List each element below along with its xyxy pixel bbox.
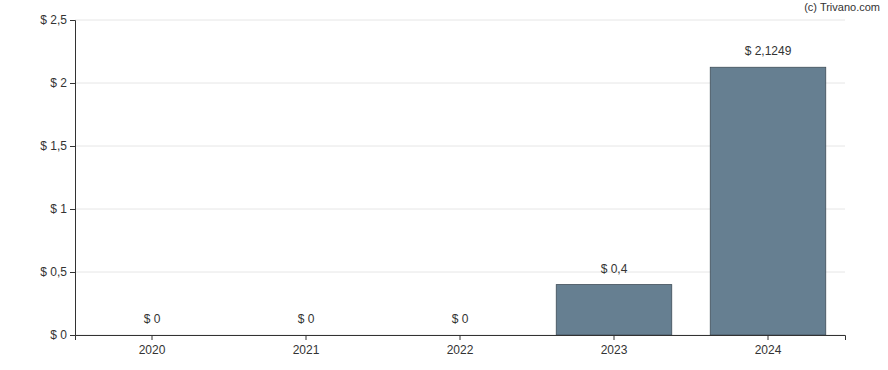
x-tick-label: 2024 bbox=[755, 343, 782, 357]
bar bbox=[248, 335, 364, 336]
x-tick-label: 2022 bbox=[447, 343, 474, 357]
chart-svg: $ 0 $ 0,5 $ 1 $ 1,5 $ 2 $ 2,5 2020 2021 2022 2023… bbox=[0, 0, 888, 370]
x-tick-mark bbox=[614, 335, 615, 340]
x-tick-mark bbox=[768, 335, 769, 340]
x-tick: 2020 bbox=[139, 335, 166, 357]
grid bbox=[75, 20, 845, 335]
y-tick-mark bbox=[70, 83, 75, 84]
y-tick-mark bbox=[70, 146, 75, 147]
x-tick: 2022 bbox=[447, 335, 474, 357]
y-tick-label: $ 1 bbox=[50, 202, 67, 216]
x-tick-label: 2020 bbox=[139, 343, 166, 357]
y-tick: $ 0 bbox=[50, 328, 75, 342]
y-axis: $ 0 $ 0,5 $ 1 $ 1,5 $ 2 $ 2,5 bbox=[40, 13, 75, 342]
bar bbox=[402, 335, 518, 336]
chart-container: $ 0 $ 0,5 $ 1 $ 1,5 $ 2 $ 2,5 2020 2021 2022 2023… bbox=[0, 0, 888, 370]
plot: $ 0 $ 0,5 $ 1 $ 1,5 $ 2 $ 2,5 2020 2021 2022 2023… bbox=[40, 13, 845, 356]
x-tick-label: 2023 bbox=[601, 343, 628, 357]
x-tick-mark bbox=[152, 335, 153, 340]
bars bbox=[556, 67, 826, 335]
grid-line bbox=[75, 20, 845, 21]
data-label: $ 2,1249 bbox=[745, 44, 792, 58]
x-tick: 2023 bbox=[601, 335, 628, 357]
y-tick-label: $ 2,5 bbox=[40, 13, 67, 27]
y-tick-label: $ 2 bbox=[50, 76, 67, 90]
x-tick-mark bbox=[306, 335, 307, 340]
y-tick: $ 2,5 bbox=[40, 13, 75, 27]
data-label: $ 0 bbox=[298, 312, 315, 326]
bar bbox=[94, 335, 210, 336]
y-tick-mark bbox=[70, 209, 75, 210]
bar bbox=[556, 285, 672, 335]
y-tick-label: $ 0 bbox=[50, 328, 67, 342]
annotation: (c) Trivano.com bbox=[804, 1, 880, 13]
x-tick: 2024 bbox=[755, 335, 782, 357]
y-tick: $ 2 bbox=[50, 76, 75, 90]
bar bbox=[710, 67, 826, 335]
y-tick-label: $ 0,5 bbox=[40, 265, 67, 279]
y-tick: $ 1 bbox=[50, 202, 75, 216]
x-axis-line bbox=[76, 336, 846, 341]
y-tick-label: $ 1,5 bbox=[40, 139, 67, 153]
y-tick-mark bbox=[70, 272, 75, 273]
x-tick-label: 2021 bbox=[293, 343, 320, 357]
data-labels: $ 0 $ 0 $ 0 $ 0,4 $ 2,1249 bbox=[144, 44, 792, 326]
y-tick: $ 1,5 bbox=[40, 139, 75, 153]
y-axis-line bbox=[70, 21, 76, 336]
y-tick-mark bbox=[70, 20, 75, 21]
x-tick-mark bbox=[460, 335, 461, 340]
y-tick-mark bbox=[70, 335, 75, 336]
x-axis: 2020 2021 2022 2023 2024 bbox=[76, 335, 846, 357]
y-tick: $ 0,5 bbox=[40, 265, 75, 279]
data-label: $ 0,4 bbox=[601, 262, 628, 276]
data-label: $ 0 bbox=[452, 312, 469, 326]
data-label: $ 0 bbox=[144, 312, 161, 326]
x-tick: 2021 bbox=[293, 335, 320, 357]
